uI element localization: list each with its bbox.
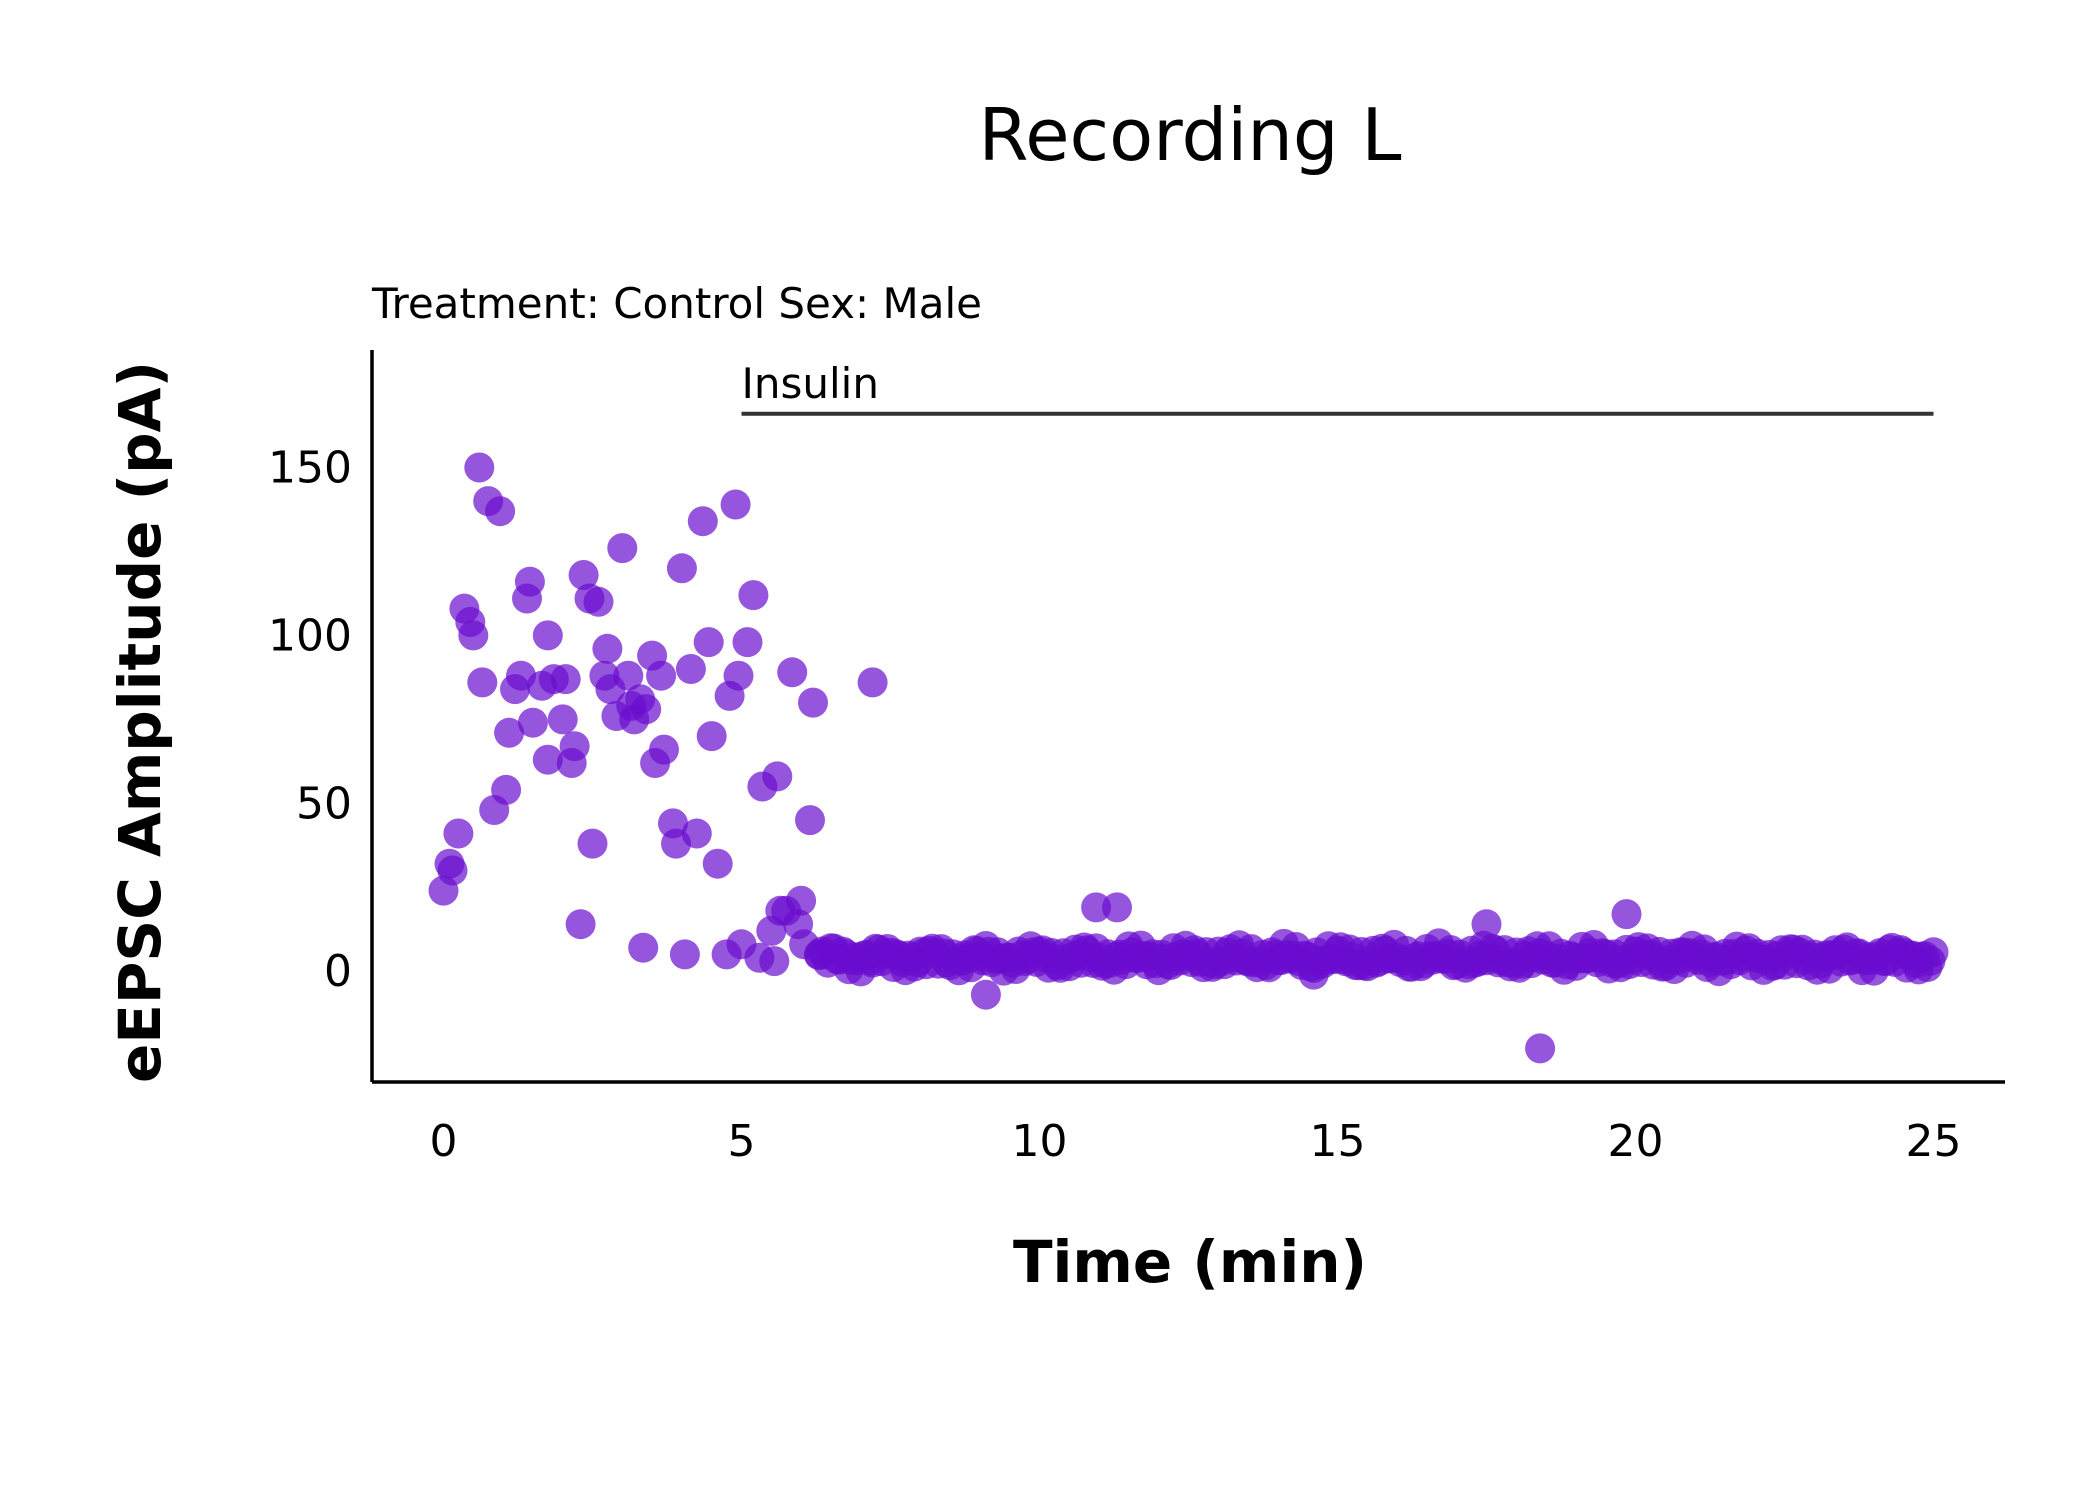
data-point xyxy=(723,660,754,691)
data-point xyxy=(485,496,516,527)
data-point xyxy=(675,654,706,684)
data-point xyxy=(762,761,793,792)
data-point xyxy=(1102,892,1132,923)
data-point xyxy=(577,828,608,859)
y-tick-label: 0 xyxy=(324,946,352,997)
data-point xyxy=(613,660,644,691)
data-point xyxy=(857,667,888,698)
data-point xyxy=(759,946,790,977)
data-point xyxy=(1611,899,1642,930)
data-point xyxy=(517,707,548,738)
data-point xyxy=(443,818,474,849)
data-point xyxy=(1081,892,1112,923)
data-point xyxy=(720,489,751,520)
x-tick-label: 25 xyxy=(1905,1116,1961,1167)
x-tick-label: 10 xyxy=(1012,1116,1068,1167)
data-point xyxy=(547,704,578,735)
data-point xyxy=(646,660,677,691)
x-tick-label: 5 xyxy=(728,1116,756,1167)
data-point xyxy=(514,566,545,597)
data-point xyxy=(583,586,614,617)
data-point xyxy=(732,627,763,658)
data-point xyxy=(777,657,808,688)
y-axis-title: eEPSC Amplitude (pA) xyxy=(106,361,174,1083)
data-point xyxy=(666,553,697,584)
data-point xyxy=(687,506,718,537)
data-point xyxy=(565,909,596,940)
axes: 0 5 10 15 20 25 0 50 100 150 xyxy=(268,350,2005,1167)
y-tick-label: 150 xyxy=(268,443,352,494)
data-point xyxy=(786,885,817,916)
data-point xyxy=(607,533,638,564)
x-tick-label: 20 xyxy=(1607,1116,1663,1167)
data-point xyxy=(458,620,489,651)
x-axis-title: Time (min) xyxy=(1013,1228,1367,1296)
data-point xyxy=(702,848,733,879)
data-point xyxy=(649,734,679,765)
data-point xyxy=(532,620,563,651)
data-point xyxy=(628,932,659,963)
data-points xyxy=(428,452,1949,1064)
data-point xyxy=(681,818,712,849)
data-point xyxy=(559,731,590,762)
data-point xyxy=(738,580,769,611)
data-point xyxy=(550,664,581,695)
data-point xyxy=(631,694,662,725)
data-point xyxy=(467,667,498,698)
chart-title: Recording L xyxy=(978,93,1401,177)
data-point xyxy=(464,452,495,483)
data-point xyxy=(669,939,700,970)
insulin-annotation: Insulin xyxy=(741,359,1934,416)
data-point xyxy=(532,744,563,775)
data-point xyxy=(798,687,828,718)
data-point xyxy=(494,717,525,748)
insulin-label: Insulin xyxy=(742,359,879,408)
y-tick-label: 100 xyxy=(268,610,352,661)
data-point xyxy=(970,979,1001,1010)
x-tick-label: 0 xyxy=(430,1116,458,1167)
data-point xyxy=(592,633,623,664)
data-point xyxy=(437,855,468,886)
data-point xyxy=(696,721,727,752)
data-point xyxy=(693,627,724,658)
data-point xyxy=(479,795,510,825)
x-tick-label: 15 xyxy=(1309,1116,1365,1167)
data-point xyxy=(1525,1033,1556,1064)
data-point xyxy=(568,560,599,590)
y-tick-label: 50 xyxy=(296,778,352,829)
chart-subtitle: Treatment: Control Sex: Male xyxy=(371,279,982,328)
data-point xyxy=(795,805,825,836)
data-point xyxy=(1918,937,1949,968)
